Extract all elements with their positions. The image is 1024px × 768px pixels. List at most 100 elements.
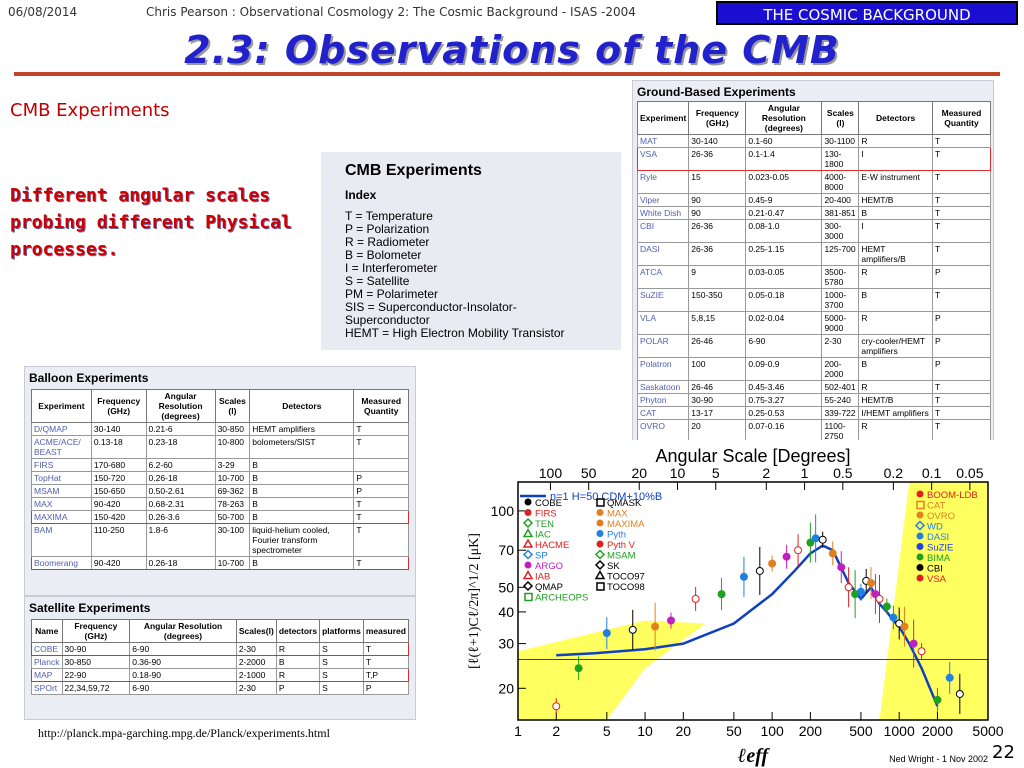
legend-marker — [916, 553, 924, 561]
balloon-table: Experiment Frequency (GHz) Angular Resolut… — [31, 389, 409, 570]
table-cell: 0.25-0.53 — [745, 406, 823, 420]
index-line: SIS = Superconductor-Insolator-Supercond… — [345, 300, 517, 327]
table-cell: T — [353, 556, 409, 570]
legend-label: OVRO — [927, 511, 955, 522]
legend-label: TEN — [535, 519, 554, 530]
legend-marker — [522, 517, 534, 529]
legend-label: TOCO98 — [607, 582, 645, 593]
table-cell: 30-90 — [61, 642, 131, 656]
y-tick-label: 100 — [491, 503, 515, 519]
data-point — [818, 535, 827, 544]
data-point — [856, 587, 865, 596]
table-cell: 90-420 — [90, 497, 147, 511]
legend-label: MAXIMA — [607, 519, 645, 530]
column-header: Measured Quantity — [353, 389, 409, 423]
top-tick-label: 2 — [762, 465, 770, 481]
table-cell: R — [858, 311, 933, 335]
table-cell: 0.023-0.05 — [745, 170, 823, 194]
table-cell: T — [931, 219, 992, 243]
table-cell: 150-650 — [90, 484, 147, 498]
table-cell: 150-350 — [688, 288, 747, 312]
y-tick-label: 20 — [498, 680, 514, 696]
table-cell: 0.45-3.46 — [745, 380, 823, 394]
legend-marker — [596, 540, 604, 548]
table-cell: 0.13-18 — [90, 435, 147, 459]
table-cell: 30-140 — [688, 134, 747, 148]
table-cell: 2-1000 — [235, 668, 277, 682]
legend-label: SuZIE — [927, 543, 953, 554]
balloon-panel: Balloon Experiments Experiment Frequency … — [24, 366, 416, 596]
table-row: Polatron 100 0.09-0.9 200-2000 B P — [636, 357, 992, 381]
table-cell: DASI — [636, 242, 690, 266]
data-point — [933, 695, 942, 704]
table-cell: T — [362, 642, 410, 656]
top-tick-label: 20 — [631, 465, 647, 481]
table-cell: 0.26-3.6 — [145, 510, 216, 524]
table-cell: B — [249, 458, 355, 472]
legend-marker — [522, 538, 534, 548]
y-axis-label: [ℓ(ℓ+1)Cℓ/2π]^1/2 [μK] — [467, 533, 482, 669]
table-row: DASI 26-36 0.25-1.15 125-700 HEMT amplifiers… — [636, 242, 992, 266]
table-cell: P — [931, 334, 992, 358]
chart-title: Angular Scale [Degrees] — [655, 446, 850, 466]
column-header: Scales (l) — [821, 101, 860, 135]
table-cell: Phyton — [636, 393, 690, 407]
model-legend-label: n=1 H=50 CDM+10%B — [550, 491, 662, 503]
x-tick-label: 50 — [726, 723, 742, 739]
top-tick-label: 5 — [712, 465, 720, 481]
table-cell: 90-420 — [90, 556, 147, 570]
column-header: Name — [31, 619, 63, 643]
table-cell: cry-cooler/HEMT amplifiers — [858, 334, 933, 358]
data-point — [651, 622, 660, 631]
table-cell: bolometers/SIST — [249, 435, 355, 459]
table-cell: 0.45-9 — [745, 193, 823, 207]
table-cell: 0.75-3.27 — [745, 393, 823, 407]
table-cell: 30-100 — [214, 523, 251, 557]
table-cell: Polatron — [636, 357, 690, 381]
x-tick-label: 2 — [552, 723, 560, 739]
column-header: detectors — [275, 619, 321, 643]
table-cell: 150-420 — [90, 510, 147, 524]
table-cell: 110-250 — [90, 523, 147, 557]
table-cell: P — [931, 265, 992, 289]
table-cell: Saskatoon — [636, 380, 690, 394]
data-point — [574, 664, 583, 673]
x-tick-label: 500 — [849, 723, 873, 739]
column-header: Scales (l) — [214, 389, 251, 423]
data-point — [889, 613, 898, 622]
legend-label: COBE — [535, 498, 562, 509]
data-point — [844, 583, 853, 592]
table-cell: liquid-helium cooled, Fourier transform … — [249, 523, 355, 557]
table-row: White Dish 90 0.21-0.47 381-851 B T — [636, 206, 992, 220]
table-cell: 22-90 — [61, 668, 131, 682]
source-url[interactable]: http://planck.mpa-garching.mpg.de/Planck… — [38, 726, 330, 740]
table-cell: B — [858, 206, 933, 220]
legend-marker — [596, 509, 604, 516]
table-cell: B — [249, 497, 355, 511]
index-panel: CMB Experiments Index T = Temperature P =… — [321, 152, 621, 350]
table-cell: 2-2000 — [235, 655, 277, 669]
top-tick-label: 0.5 — [833, 465, 853, 481]
table-cell: R — [275, 668, 321, 682]
table-cell: 0.26-18 — [145, 556, 216, 570]
legend-label: VSA — [927, 574, 947, 585]
table-row: CAT 13-17 0.25-0.53 339-722 I/HEMT amplifier… — [636, 406, 992, 420]
table-row: Ryle 15 0.023-0.05 4000-8000 E-W instrument T — [636, 170, 992, 194]
table-cell: S — [319, 642, 364, 656]
table-cell: HEMT/B — [858, 393, 933, 407]
column-header: Frequency (GHz) — [61, 619, 131, 643]
table-cell: 0.23-18 — [145, 435, 216, 459]
table-cell: COBE — [31, 642, 63, 656]
table-cell: FIRS — [31, 458, 92, 472]
table-row: POLAR 26-46 6-90 2-30 cry-cooler/HEMT amplif… — [636, 334, 992, 358]
column-header: Angular Resolution (degrees) — [745, 101, 823, 135]
table-cell: T — [931, 170, 992, 194]
table-cell: 20 — [688, 419, 747, 443]
top-tick-label: 10 — [670, 465, 686, 481]
table-cell: R — [858, 419, 933, 443]
table-cell: 30-1100 — [821, 134, 860, 148]
legend-label: ARCHEOPS — [535, 593, 588, 604]
legend-marker — [524, 592, 533, 602]
table-cell: S — [319, 668, 364, 682]
legend-marker — [522, 549, 534, 560]
